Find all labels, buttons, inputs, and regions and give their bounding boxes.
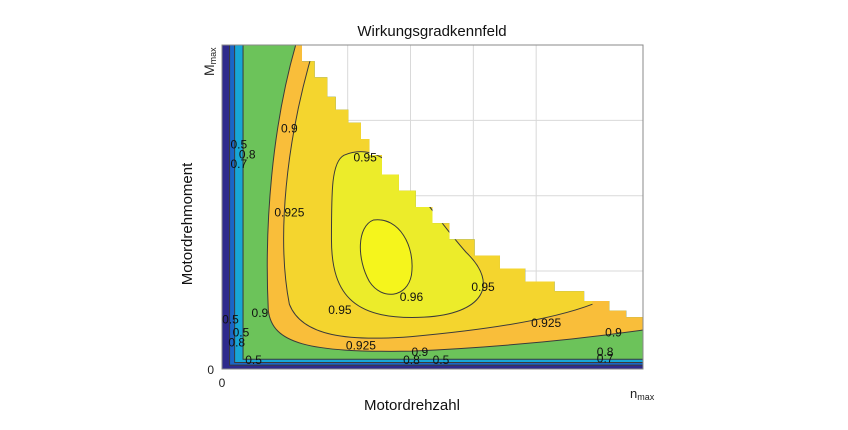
contour-label: 0.95: [328, 303, 352, 317]
contour-label: 0.925: [274, 206, 304, 220]
contour-label: 0.8: [228, 335, 245, 349]
x-tick-max: nmax: [630, 386, 655, 402]
contour-label: 0.9: [252, 306, 269, 320]
contour-label: 0.95: [353, 151, 377, 165]
contour-line-0.7: [234, 45, 643, 364]
contour-label: 0.5: [433, 353, 450, 367]
contour-label: 0.5: [245, 353, 262, 367]
y-tick-max-sub: max: [208, 47, 218, 65]
x-axis-label: Motordrehzahl: [364, 397, 460, 414]
contour-label: 0.7: [597, 352, 614, 366]
contour-label: 0.96: [400, 290, 424, 304]
contour-label: 0.5: [230, 138, 247, 152]
contour-label: 0.925: [531, 316, 561, 330]
contour-label: 0.9: [412, 345, 429, 359]
contour-line-0.8: [242, 45, 643, 360]
x-tick-max-sub: max: [637, 392, 655, 402]
contour-lines: [229, 45, 643, 366]
contour-label: 0.5: [222, 313, 239, 327]
plot-area: 0.50.70.80.90.9250.950.960.950.950.90.92…: [221, 44, 644, 370]
contour-label: 0.95: [471, 280, 495, 294]
contour-line-0.5: [229, 45, 643, 366]
contour-label: 0.8: [239, 147, 256, 161]
y-tick-max: Mmax: [201, 47, 218, 76]
contour-label: 0.8: [403, 353, 420, 367]
plot-frame: [221, 44, 644, 370]
y-tick-min: 0: [207, 363, 214, 377]
contour-label: 0.9: [281, 121, 298, 135]
chart-title: Wirkungsgradkennfeld: [357, 23, 506, 40]
x-tick-min: 0: [219, 376, 226, 390]
contour-label: 0.5: [233, 326, 250, 340]
contour-label: 0.7: [230, 157, 247, 171]
contour-labels: 0.50.70.80.90.9250.950.960.950.950.90.92…: [222, 121, 622, 367]
y-axis-label: Motordrehmoment: [179, 162, 196, 285]
contour-label: 0.9: [605, 326, 622, 340]
contour-line-0.9: [266, 45, 643, 352]
contour-line-0.96: [359, 219, 413, 295]
band-above-0.96: [360, 219, 413, 295]
contour-label: 0.925: [346, 339, 376, 353]
x-tick-max-main: n: [630, 386, 637, 401]
contour-line-0.925: [283, 45, 593, 339]
contour-label: 0.8: [597, 345, 614, 359]
y-tick-max-main: M: [201, 64, 217, 76]
